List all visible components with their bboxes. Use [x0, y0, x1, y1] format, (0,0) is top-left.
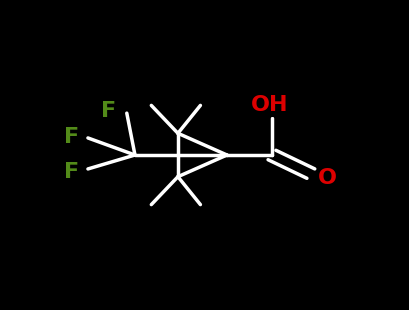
Text: F: F — [64, 127, 79, 147]
Text: O: O — [318, 168, 337, 188]
Text: OH: OH — [251, 95, 289, 115]
Text: F: F — [101, 101, 116, 121]
Text: F: F — [64, 162, 79, 182]
